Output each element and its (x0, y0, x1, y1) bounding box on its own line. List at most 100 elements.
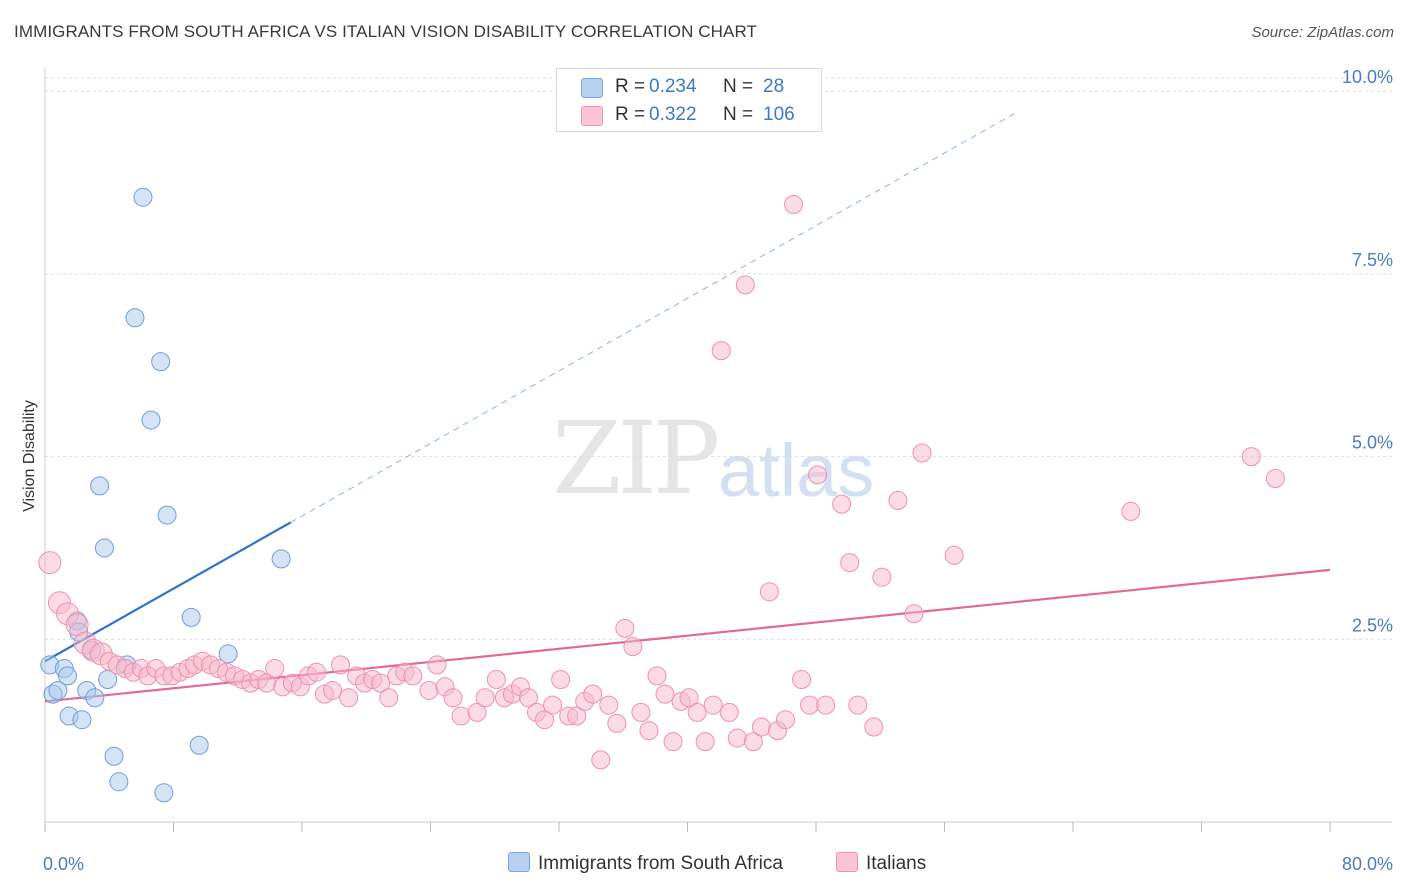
point-italians (816, 695, 836, 715)
point-italians (443, 688, 463, 708)
point-italians (1241, 447, 1261, 467)
point-italians (695, 732, 715, 752)
point-italians (759, 582, 779, 602)
y-tick-label: 7.5% (1352, 250, 1393, 270)
point-italians (1121, 501, 1141, 521)
point-italians (751, 717, 771, 737)
source-label: Source: ZipAtlas.com (1251, 24, 1394, 41)
point-italians (551, 670, 571, 689)
bottom-legend-swatch-italians (836, 852, 858, 872)
y-tick-label: 2.5% (1352, 615, 1393, 635)
point-south-africa (90, 476, 110, 496)
point-italians (306, 662, 326, 682)
point-italians (323, 680, 343, 700)
point-italians (591, 750, 611, 770)
y-axis-title: Vision Disability (21, 400, 38, 512)
point-italians (904, 604, 924, 624)
point-italians (518, 688, 538, 708)
point-italians (864, 717, 884, 737)
point-italians (944, 545, 964, 565)
legend-r-label: R = (615, 76, 646, 97)
trend-lines (44, 110, 1331, 703)
legend-n-label: N = (723, 76, 754, 97)
point-italians (451, 706, 471, 726)
point-italians (567, 706, 587, 726)
point-italians (543, 695, 563, 715)
point-south-africa (157, 505, 177, 525)
axes (44, 68, 1392, 832)
chart-title: IMMIGRANTS FROM SOUTH AFRICA VS ITALIAN … (14, 22, 758, 41)
x-tick-label-max: 80.0% (1342, 854, 1393, 874)
bottom-legend-italians: Italians (836, 852, 926, 875)
legend-r-value: 0.234 (649, 76, 697, 97)
point-italians (339, 688, 359, 708)
point-italians (639, 721, 659, 741)
correlation-legend: R = 0.234 N = 28 R = 0.322 N = 106 (556, 68, 822, 132)
point-italians (467, 702, 487, 722)
legend-n-value: 106 (763, 104, 795, 125)
point-italians (379, 688, 399, 708)
point-italians (808, 465, 828, 485)
point-italians (800, 695, 820, 715)
point-south-africa (125, 308, 145, 328)
point-italians (655, 684, 675, 704)
trend-line-south-africa-extension (290, 110, 1019, 523)
point-italians (711, 341, 731, 361)
bottom-legend-label-italians: Italians (866, 853, 927, 874)
point-italians (872, 567, 892, 587)
point-italians (623, 637, 643, 657)
point-italians (486, 670, 506, 689)
point-italians (687, 702, 707, 722)
point-italians (371, 673, 391, 693)
point-italians (607, 713, 627, 733)
point-italians (679, 688, 699, 708)
legend-row-south-africa: R = 0.234 N = 28 (557, 73, 821, 99)
point-italians (832, 494, 852, 514)
point-italians (583, 684, 603, 704)
point-italians (775, 710, 795, 730)
point-south-africa (57, 666, 77, 686)
bottom-legend-label-south-africa: Immigrants from South Africa (538, 853, 783, 874)
point-italians (599, 695, 619, 715)
point-italians (647, 666, 667, 686)
legend-n-label: N = (723, 104, 754, 125)
watermark-zip: ZIP (552, 400, 720, 517)
point-italians (615, 618, 635, 638)
point-south-africa (154, 783, 174, 803)
y-tick-label: 5.0% (1352, 433, 1393, 453)
point-south-africa (104, 746, 124, 766)
point-italians (912, 443, 932, 463)
point-italians (743, 732, 763, 752)
point-south-africa (181, 607, 201, 627)
data-points (38, 187, 1285, 803)
x-tick-label-min: 0.0% (43, 854, 84, 874)
legend-n-value: 28 (763, 76, 785, 97)
point-italians (631, 702, 651, 722)
legend-r-value: 0.322 (649, 104, 697, 125)
point-italians (735, 275, 755, 295)
point-south-africa (85, 688, 105, 708)
y-tick-label: 10.0% (1342, 67, 1393, 87)
point-italians (784, 195, 804, 214)
point-italians (419, 680, 439, 700)
bottom-legend-swatch-south-africa (508, 852, 530, 872)
legend-r-label: R = (615, 104, 646, 125)
point-south-africa (151, 352, 171, 372)
point-south-africa (72, 710, 92, 730)
point-italians (840, 553, 860, 573)
point-south-africa (141, 410, 161, 430)
point-south-africa (271, 549, 291, 569)
point-south-africa (133, 187, 153, 207)
tick-labels: 2.5% 5.0% 7.5% 10.0% 0.0% 80.0% (43, 67, 1393, 874)
point-italians (703, 695, 723, 715)
legend-row-italians: R = 0.322 N = 106 (557, 101, 821, 127)
point-italians (727, 728, 747, 748)
point-italians (535, 710, 555, 730)
point-italians (1265, 469, 1285, 489)
point-italians (663, 732, 683, 752)
point-italians (403, 666, 423, 686)
point-italians (792, 670, 812, 689)
point-italians (848, 695, 868, 715)
legend-swatch-italians (581, 106, 603, 126)
